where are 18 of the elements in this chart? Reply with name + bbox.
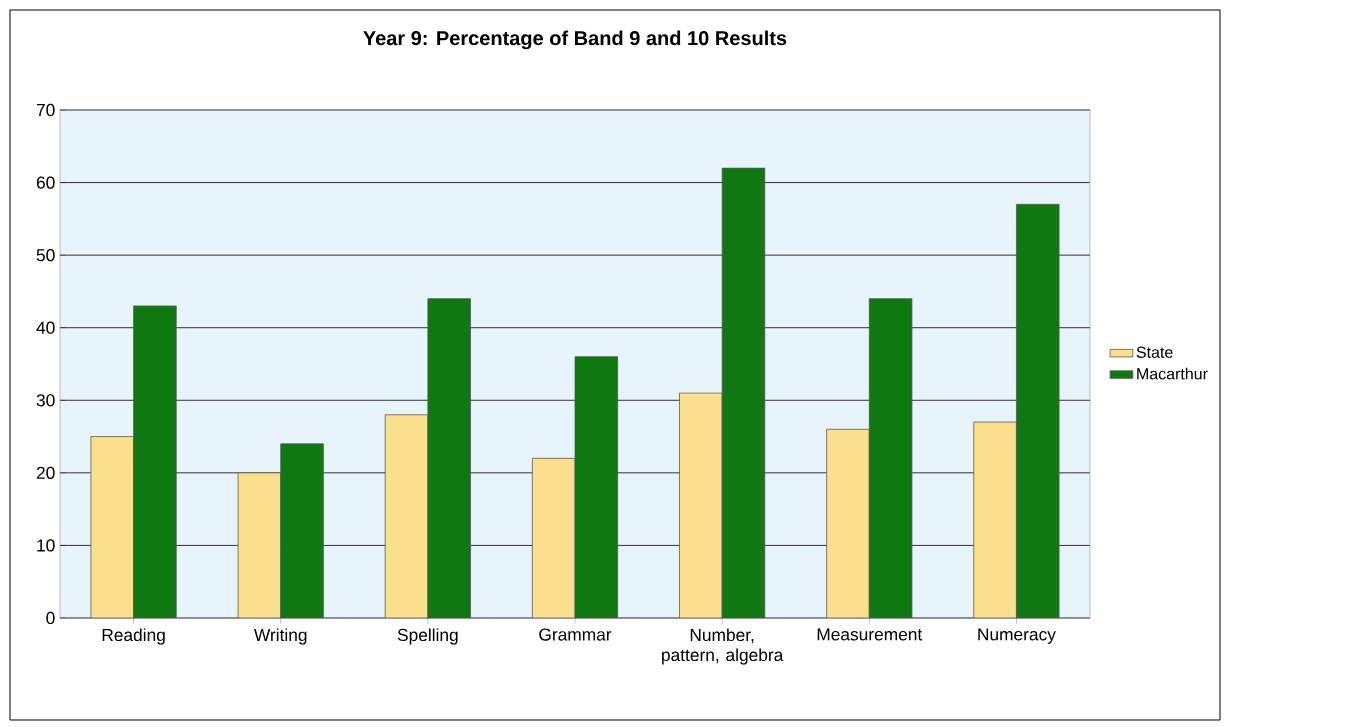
y-tick-label: 60 [36,176,55,189]
y-tick-label: 50 [36,248,55,262]
x-tick-label: Number, pattern, algebra [662,628,784,665]
x-tick-label: Grammar [539,628,612,641]
chart-title: Year 9: Percentage of Band 9 and 10 Results [363,30,787,50]
y-tick-label: 0 [46,611,55,625]
y-tick-label: 30 [36,394,55,407]
legend-label: State [1136,346,1173,358]
legend-label: Macarthur [1137,367,1208,380]
y-tick-label: 20 [36,466,55,479]
x-tick-label: Writing [253,628,307,645]
y-tick-label: 10 [37,539,55,552]
x-tick-label: Reading [102,628,165,645]
x-tick-label: Spelling [397,628,458,645]
y-tick-label: 40 [36,321,55,334]
x-tick-label: Numeracy [978,628,1056,644]
y-tick-label: 70 [36,103,55,117]
x-tick-label: Measurement [817,628,923,641]
